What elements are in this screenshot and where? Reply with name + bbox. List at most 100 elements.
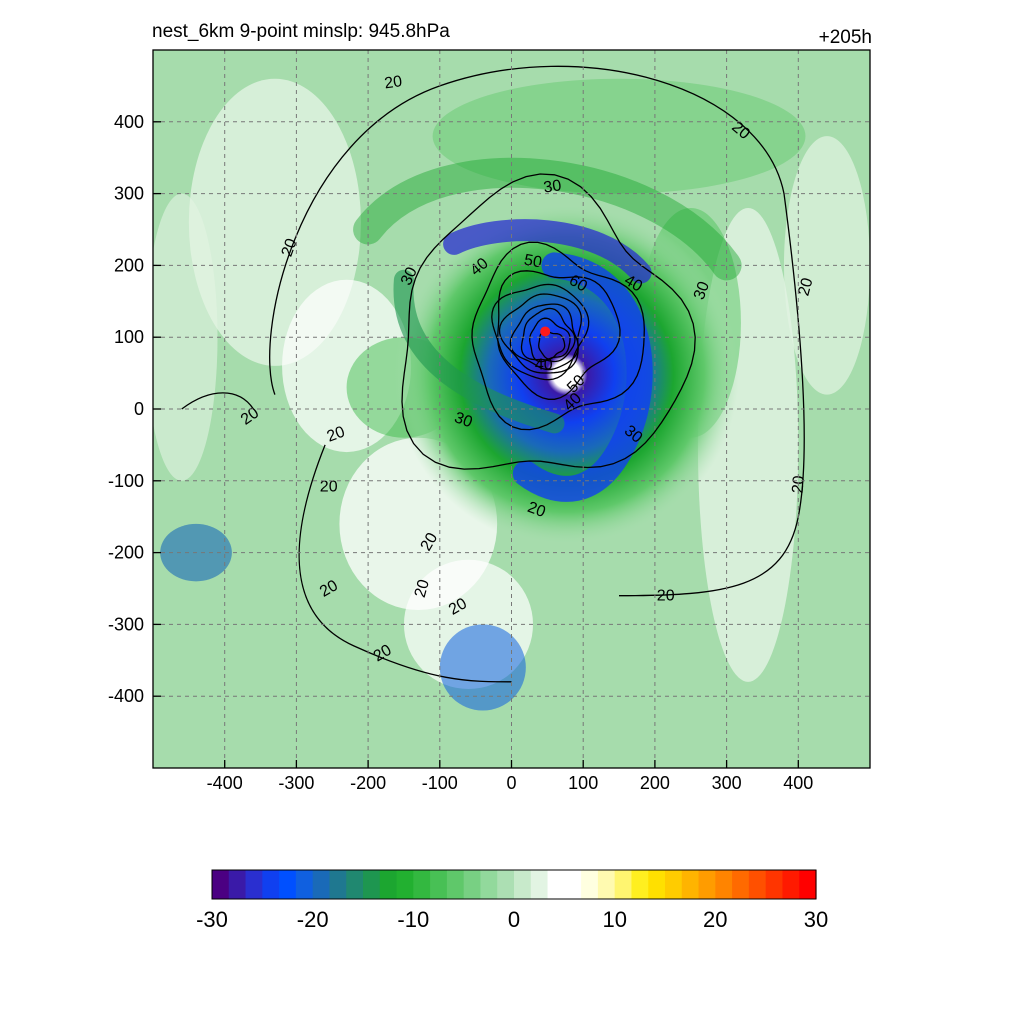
colorbar-swatch <box>279 870 297 899</box>
contour-label: 30 <box>542 177 562 196</box>
x-tick-label: 200 <box>640 773 670 793</box>
contour-label-text: 30 <box>398 265 421 288</box>
colorbar-swatch <box>681 870 700 899</box>
contour-label-text: 20 <box>790 475 808 494</box>
contour-label-text: 20 <box>525 499 548 521</box>
contour-label-text: 30 <box>452 409 475 431</box>
colorbar-label: -20 <box>297 907 329 932</box>
contour-label: 40 <box>535 357 553 374</box>
contour-label-text: 40 <box>535 357 553 374</box>
colorbar-swatch <box>581 870 599 899</box>
contour-label: 50 <box>523 252 544 272</box>
contour-line <box>471 241 645 431</box>
colorbar-swatch <box>547 870 565 899</box>
contour-label-text: 20 <box>371 642 395 666</box>
colorbar-swatch <box>597 870 616 899</box>
colorbar-swatch <box>732 870 750 899</box>
y-tick-label: -400 <box>108 686 144 706</box>
contour-label: 20 <box>371 642 395 666</box>
contour-label: 20 <box>412 578 433 600</box>
colorbar-swatch <box>245 870 263 899</box>
contour-label: 60 <box>566 272 590 296</box>
colorbar-swatch <box>396 870 414 899</box>
colorbar-swatch <box>765 870 784 899</box>
contour-line <box>529 317 571 363</box>
x-tick-label: 300 <box>712 773 742 793</box>
y-tick-label: -300 <box>108 614 144 634</box>
contour-label-text: 20 <box>657 588 675 605</box>
contour-line <box>509 303 579 371</box>
chart-title: nest_6km 9-point minslp: 945.8hPa <box>152 21 450 42</box>
contour-label: 20 <box>525 499 548 521</box>
contour-line <box>181 392 254 410</box>
x-tick-label: 400 <box>783 773 813 793</box>
storm-center-dot <box>540 326 551 337</box>
chart-title-right: +205h <box>818 27 872 48</box>
contour-label: 20 <box>317 577 341 601</box>
colorbar: -30 -20 -10 0 10 20 30 <box>196 869 828 932</box>
y-tick-label: 0 <box>134 399 144 419</box>
colorbar-swatch <box>480 870 498 899</box>
contour-label-text: 30 <box>691 279 713 302</box>
rain-band <box>512 252 653 502</box>
field-patch <box>432 78 806 194</box>
contour-label: 20 <box>446 595 470 619</box>
contour-label-text: 20 <box>279 236 301 259</box>
colorbar-label: 30 <box>804 907 828 932</box>
y-tick-label: -200 <box>108 543 144 563</box>
colorbar-swatch <box>530 870 549 899</box>
colorbar-swatch <box>228 870 247 899</box>
contour-label-text: 20 <box>320 479 338 496</box>
contour-label: 40 <box>621 272 645 296</box>
contour-label: 20 <box>325 424 348 446</box>
x-tick-label: 100 <box>568 773 598 793</box>
colorbar-label: -30 <box>196 907 228 932</box>
colorbar-swatch <box>564 870 582 899</box>
colorbar-swatch <box>514 870 532 899</box>
contour-label-text: 20 <box>412 578 433 600</box>
colorbar-swatch <box>446 870 465 899</box>
colorbar-swatch <box>497 870 515 899</box>
y-tick-label: 100 <box>114 327 144 347</box>
colorbar-swatch <box>346 870 364 899</box>
x-tick-label: 0 <box>506 773 516 793</box>
colorbar-label: 0 <box>508 907 520 932</box>
contour-label: 20 <box>795 276 816 298</box>
colorbar-swatch <box>631 870 649 899</box>
field-patch <box>439 624 526 711</box>
colorbar-swatch <box>363 870 381 899</box>
x-tick-label: -100 <box>422 773 458 793</box>
contour-line <box>401 173 696 470</box>
contour-label: 30 <box>691 279 713 302</box>
colorbar-swatch <box>413 870 431 899</box>
contour-line <box>269 65 805 597</box>
colorbar-swatch <box>614 870 633 899</box>
contour-label-text: 20 <box>383 73 403 92</box>
colorbar-swatch <box>295 870 314 899</box>
contour-label-text: 20 <box>418 530 442 554</box>
colorbar-swatch <box>212 870 230 899</box>
contour-label: 20 <box>790 475 808 494</box>
contour-label-text: 20 <box>795 276 816 298</box>
contour-line <box>498 293 582 374</box>
contour-label: 30 <box>398 265 421 288</box>
contour-label: 20 <box>418 530 442 554</box>
rain-band <box>443 219 652 284</box>
colorbar-label: 20 <box>703 907 727 932</box>
contour-label-text: 60 <box>566 272 590 296</box>
contour-line <box>491 283 590 381</box>
colorbar-swatch <box>665 870 683 899</box>
storm-center-marker <box>540 326 551 337</box>
contour-line <box>497 270 621 400</box>
contour-line <box>538 330 566 360</box>
x-tick-label: -200 <box>350 773 386 793</box>
colorbar-swatch <box>698 870 716 899</box>
colorbar-swatch <box>329 870 347 899</box>
y-axis: -400 -300 -200 -100 0 100 200 300 400 <box>108 112 161 706</box>
contour-label-text: 20 <box>317 577 341 601</box>
y-tick-label: 400 <box>114 112 144 132</box>
colorbar-swatch <box>648 870 666 899</box>
